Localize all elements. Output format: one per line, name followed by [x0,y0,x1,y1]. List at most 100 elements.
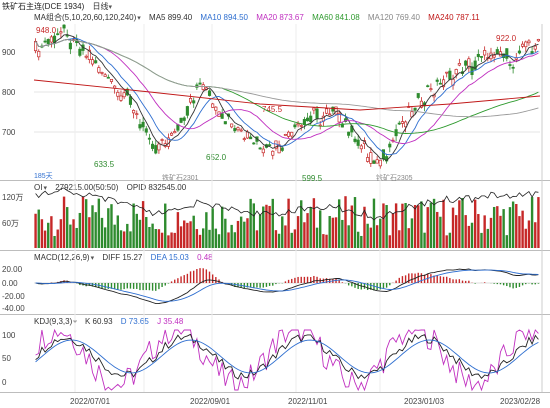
ma60-line [35,39,539,134]
candle-body [476,53,480,58]
candle-body [271,150,275,156]
oi-bar [369,227,373,248]
kdj-tick: 0 [2,378,7,387]
candle-body [94,60,98,64]
kdj-label[interactable]: KDJ(9,3,3) [34,317,73,326]
oi-bar [480,232,483,248]
oi-bar [417,205,420,248]
oi-bar [309,207,312,248]
oi-bar [477,214,480,248]
candle-body [56,33,60,36]
chevron-down-icon: ▾ [137,15,141,22]
oi-bar [47,222,50,248]
oi-bar [366,223,369,248]
candle-body [306,117,310,122]
oi-bar [43,230,47,248]
oi-bar [530,197,534,248]
candle-body [122,92,126,98]
candle-body [103,74,107,77]
oi-label[interactable]: OI [34,183,43,192]
oi-bar [246,218,249,248]
candle-body [220,113,224,119]
oi-bar [129,231,132,248]
oi-bar [179,226,183,248]
period-selector[interactable]: 日线▾ [92,2,112,11]
oi-bar [394,203,398,248]
candle-body [65,34,69,37]
oi-bar [195,229,199,248]
oi-bar [489,217,493,248]
candle-body [347,131,351,136]
oi-value: 279215.00(50:50) [55,183,119,192]
candle-body [188,98,193,103]
oi-bar [100,217,104,248]
candle-body [388,143,392,148]
oi-bar [360,235,363,248]
oi-bar [233,232,237,248]
oi-bar [205,212,208,248]
candle-body [419,100,423,108]
oi-bar [135,213,138,248]
oi-bar [220,206,224,248]
date-label: 2022/09/01 [190,397,231,406]
candle-body [182,117,186,121]
oi-bar [97,198,101,248]
macd-label[interactable]: MACD(12,26,9) [34,253,90,262]
candle-body [236,127,240,131]
oi-bar [236,220,240,248]
candle-body [457,63,461,66]
oi-bar [398,230,401,248]
date-label: 2023/02/28 [500,397,541,406]
macd-tick: 0.00 [2,279,18,288]
candle-body [369,152,373,164]
candle-body [173,131,177,134]
candle-body [413,107,417,111]
candle-body [416,93,420,98]
candle-body [340,123,344,128]
oi-bar [81,196,85,248]
opid-value: OPID 832545.00 [126,183,187,192]
oi-bar [66,207,69,248]
oi-bar [534,222,537,248]
oi-bar [75,227,78,248]
high-annotation: 948.0 [36,26,57,35]
oi-bar [268,205,271,248]
oi-bar [265,204,268,248]
candle-body [78,48,82,56]
oi-bar [69,224,72,248]
candle-body [258,147,262,150]
oi-bar [252,203,255,248]
oi-bar [217,234,221,248]
macd-tick: -40.00 [2,304,25,313]
candle-body [109,78,114,82]
candle-body [343,118,348,122]
candle-body [362,140,367,145]
candle-body [524,41,528,48]
candle-body [268,144,272,146]
candle-body [381,149,386,160]
candle-body [454,69,458,75]
candle-body [261,148,265,154]
candle-body [151,143,155,149]
oi-bar [404,203,407,248]
oi-bar [492,206,496,248]
oi-bar [211,208,214,248]
symbol-title[interactable]: 铁矿石主连(DCE 1934) [2,2,85,11]
candle-body [132,110,136,114]
oi-bar [189,221,192,248]
oi-bar [470,222,474,248]
candle-body [154,145,158,154]
oi-bar [407,228,410,248]
oi-bar [328,216,331,248]
oi-bar [451,207,455,248]
candle-body [445,71,449,74]
oi-bar [277,233,281,248]
ma-combo-label[interactable]: MA组合(5,10,20,60,120,240) [34,13,137,22]
oi-bar [372,198,376,248]
candle-body [84,55,88,58]
candle-body [119,95,123,101]
oi-bar [518,216,521,248]
candle-body [337,112,341,123]
oi-bar [34,213,37,248]
